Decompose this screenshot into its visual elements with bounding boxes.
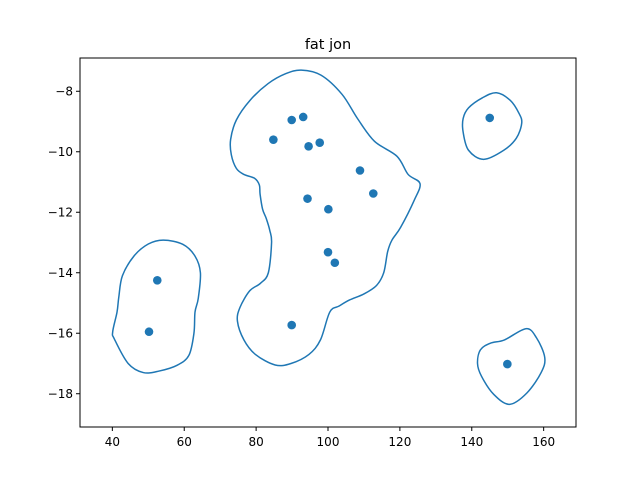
scatter-point bbox=[503, 359, 512, 369]
y-tick-label: −14 bbox=[48, 266, 73, 280]
y-tick-label: −16 bbox=[48, 327, 73, 341]
chart-title: fat jon bbox=[305, 37, 351, 53]
scatter-point bbox=[287, 320, 297, 330]
x-tick-label: 60 bbox=[177, 435, 192, 449]
scatter-point bbox=[144, 327, 154, 337]
x-tick-label: 100 bbox=[317, 435, 340, 449]
x-tick-label: 120 bbox=[388, 435, 411, 449]
contour-line bbox=[461, 92, 523, 161]
scatter-point bbox=[269, 135, 278, 144]
y-tick-label: −18 bbox=[48, 387, 73, 401]
scatter-point bbox=[304, 142, 313, 151]
scatter-point bbox=[303, 194, 312, 203]
scatter-point bbox=[368, 189, 378, 198]
y-tick-label: −12 bbox=[48, 206, 73, 220]
scatter-point bbox=[323, 247, 333, 257]
y-tick-label: −8 bbox=[55, 85, 73, 99]
scatter-point bbox=[152, 276, 162, 285]
scatter-point bbox=[324, 204, 333, 214]
scatter-point bbox=[330, 258, 340, 268]
scatter-point bbox=[315, 138, 325, 147]
scatter-point bbox=[298, 112, 308, 122]
x-tick-label: 80 bbox=[248, 435, 263, 449]
point-layer bbox=[144, 112, 512, 369]
scatter-point bbox=[485, 113, 495, 123]
axes: 40 60 80 100 120 140 160 −8 −10 −12 −14 −16 −18 bbox=[48, 85, 555, 449]
contour-layer bbox=[111, 69, 546, 406]
x-tick-label: 40 bbox=[105, 435, 120, 449]
contour-line bbox=[476, 327, 546, 406]
y-tick-label: −10 bbox=[48, 145, 73, 159]
plot-frame bbox=[79, 57, 577, 428]
contour-line bbox=[229, 69, 421, 367]
scatter-point bbox=[287, 115, 297, 125]
x-tick-label: 140 bbox=[460, 435, 483, 449]
scatter-point bbox=[355, 166, 365, 175]
x-tick-label: 160 bbox=[532, 435, 555, 449]
contour-line bbox=[111, 239, 202, 374]
